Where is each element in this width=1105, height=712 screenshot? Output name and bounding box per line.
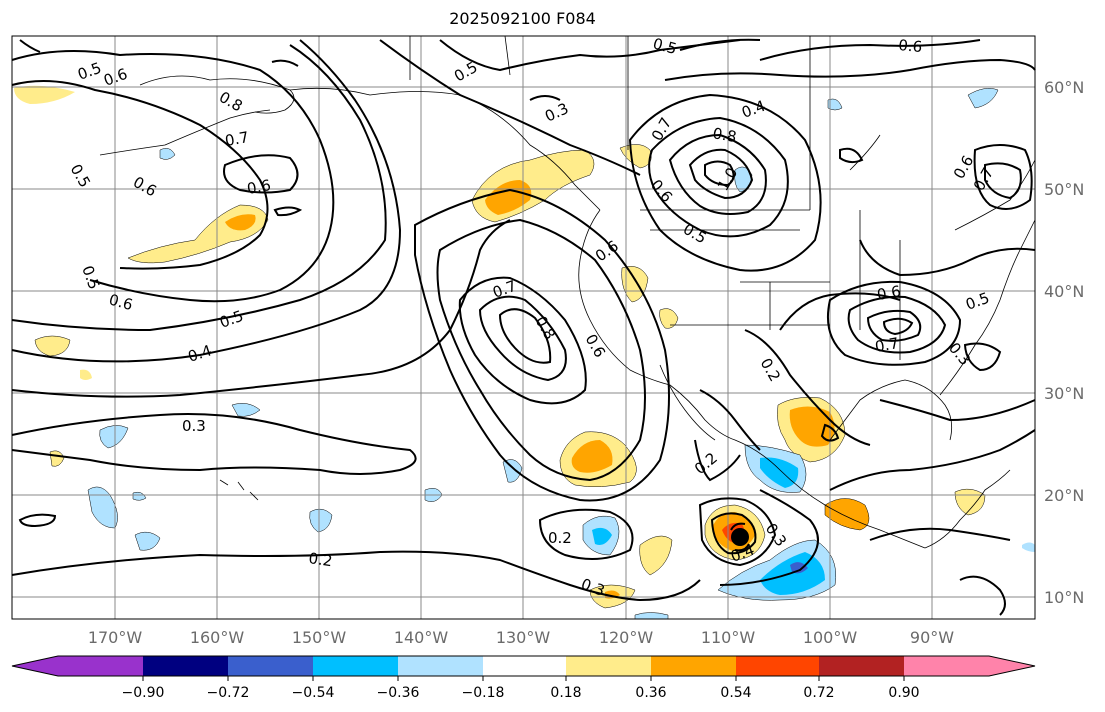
colorbar-min-extension <box>12 656 58 676</box>
colorbar-segment <box>651 656 736 676</box>
colorbar-tick-label: 0.72 <box>803 685 834 701</box>
lat-label: 50°N <box>1044 180 1084 199</box>
contour-label: 0.7 <box>224 128 251 150</box>
colorbar: −0.90 −0.72 −0.54 −0.36 −0.18 0.18 0.36 … <box>11 655 1036 701</box>
colorbar-segment <box>819 656 904 676</box>
lon-label: 150°W <box>292 628 347 647</box>
contours <box>11 38 1036 616</box>
colorbar-max-extension <box>989 656 1035 676</box>
colorbar-segment <box>313 656 398 676</box>
contour-label: 0.2 <box>307 549 333 570</box>
contour-label: 0.2 <box>548 529 572 547</box>
contour-label: 0.6 <box>876 282 903 304</box>
contour-label: 0.6 <box>898 36 923 56</box>
colorbar-segment <box>904 656 989 676</box>
lon-label: 90°W <box>910 628 954 647</box>
lon-label: 110°W <box>701 628 756 647</box>
lat-label: 40°N <box>1044 282 1084 301</box>
lon-label: 130°W <box>496 628 551 647</box>
colorbar-segment <box>566 656 651 676</box>
lat-label: 30°N <box>1044 384 1084 403</box>
colorbar-outline <box>11 655 1036 677</box>
longitude-axis: 170°W 160°W 150°W 140°W 130°W 120°W 110°… <box>88 628 954 647</box>
colorbar-segment <box>736 656 819 676</box>
colorbar-segment <box>398 656 483 676</box>
colorbar-tick-label: 0.36 <box>635 685 666 701</box>
lat-label: 60°N <box>1044 78 1084 97</box>
map-frame <box>11 35 1036 620</box>
colorbar-tick-label: −0.36 <box>377 685 420 701</box>
colorbar-tick-label: 0.90 <box>888 685 919 701</box>
contour-label: 0.5 <box>651 34 679 58</box>
contour-label: 0.7 <box>874 334 901 356</box>
colorbar-segment <box>228 656 313 676</box>
colorbar-tick-label: −0.72 <box>207 685 250 701</box>
graticule <box>12 36 1035 619</box>
colorbar-tick-label: 0.54 <box>720 685 751 701</box>
lat-label: 10°N <box>1044 588 1084 607</box>
colorbar-tick-label: 0.18 <box>550 685 581 701</box>
latitude-axis: 60°N 50°N 40°N 30°N 20°N 10°N <box>1044 78 1084 607</box>
colorbar-tick-label: −0.18 <box>462 685 505 701</box>
lon-label: 170°W <box>88 628 143 647</box>
contour-label: 0.6 <box>107 290 135 314</box>
colorbar-segment <box>483 656 566 676</box>
colorbar-segment <box>58 656 143 676</box>
hurricane-symbol <box>730 522 750 552</box>
contour-label: 0.3 <box>182 417 206 435</box>
lat-label: 20°N <box>1044 486 1084 505</box>
lon-label: 140°W <box>394 628 449 647</box>
contour-label: 0.6 <box>246 176 273 198</box>
lon-label: 120°W <box>599 628 654 647</box>
coastlines <box>99 35 1036 549</box>
map-title: 2025092100 F084 <box>449 9 596 28</box>
lon-label: 100°W <box>803 628 858 647</box>
colorbar-tick-label: −0.54 <box>292 685 335 701</box>
colorbar-segment <box>143 656 228 676</box>
colorbar-tick-label: −0.90 <box>122 685 165 701</box>
lon-label: 160°W <box>190 628 245 647</box>
contour-label: 0.8 <box>711 124 738 146</box>
